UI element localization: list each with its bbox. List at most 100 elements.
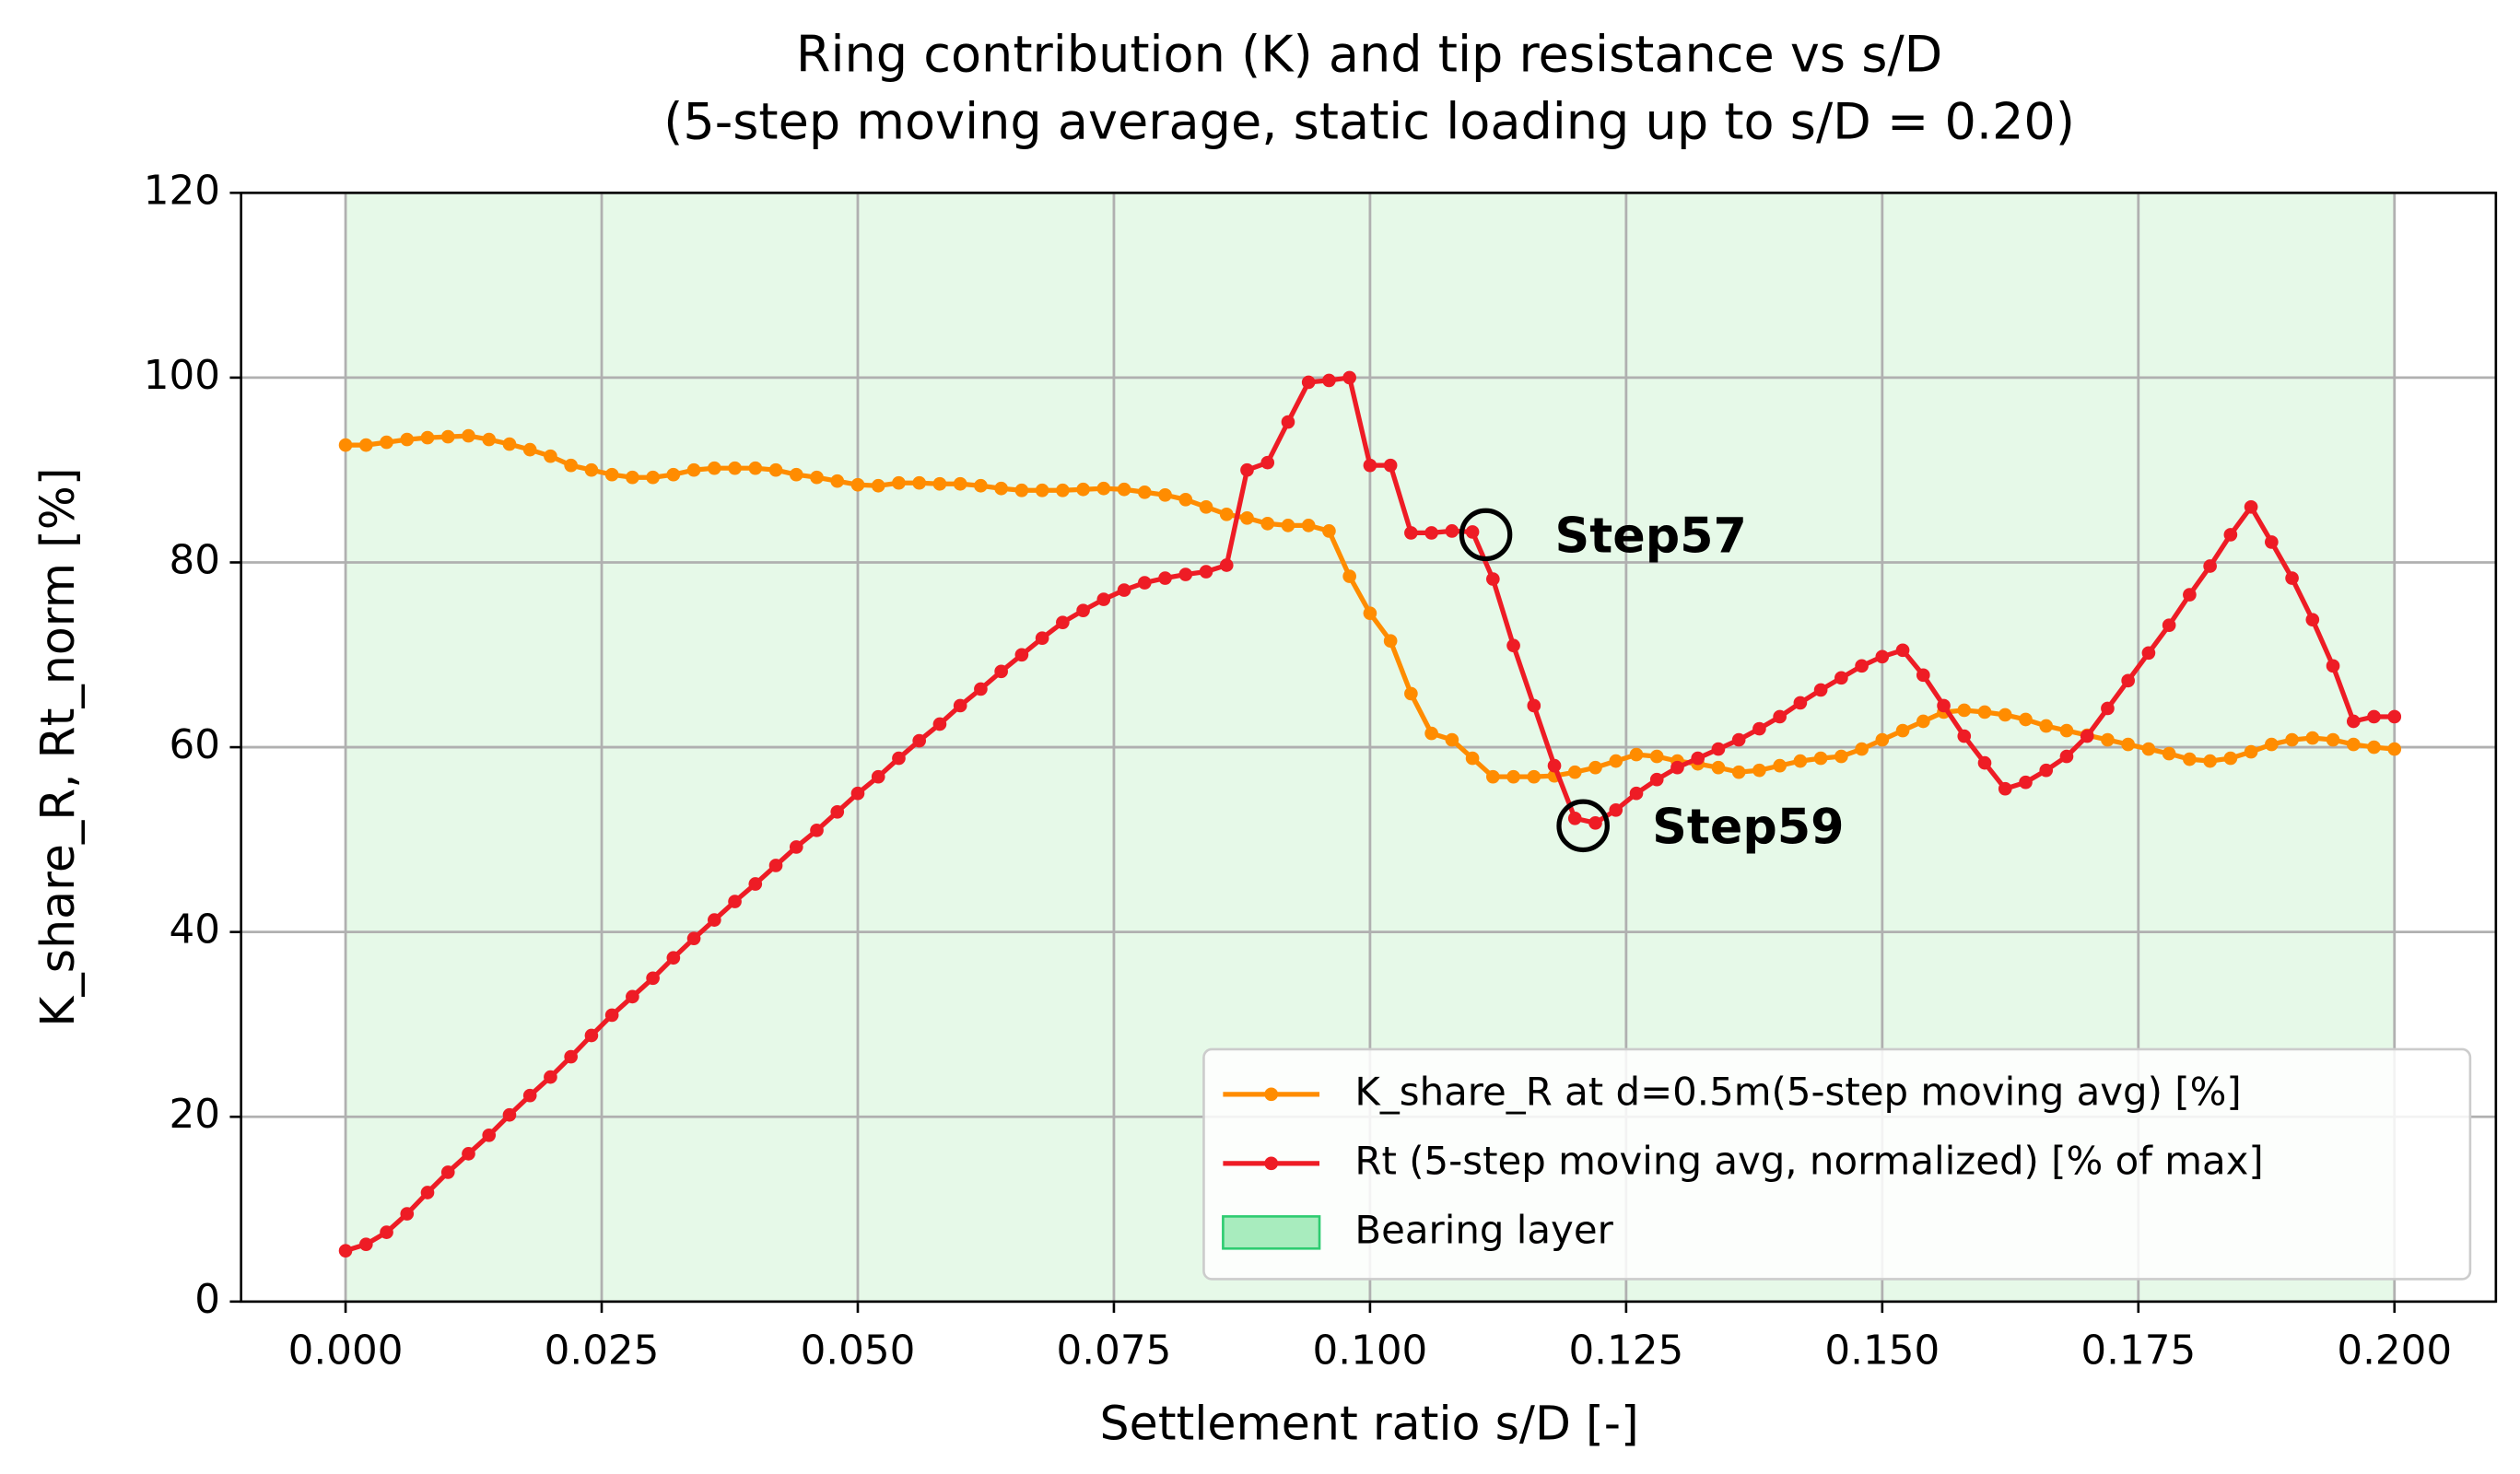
x-tick-label: 0.200: [2337, 1328, 2452, 1375]
data-point: [1957, 729, 1972, 743]
data-point: [544, 449, 557, 463]
data-point: [850, 786, 865, 801]
data-point: [1773, 758, 1787, 773]
data-point: [2183, 752, 2197, 766]
y-tick-label: 40: [169, 907, 219, 953]
data-point: [646, 470, 660, 485]
data-point: [686, 931, 701, 946]
data-point: [420, 1186, 435, 1199]
data-point: [1342, 370, 1356, 385]
data-point: [953, 698, 967, 713]
data-point: [728, 895, 742, 908]
data-point: [1752, 721, 1766, 736]
data-point: [1773, 709, 1787, 724]
data-point: [768, 859, 783, 872]
data-point: [912, 475, 927, 490]
data-point: [2141, 742, 2156, 756]
data-point: [2326, 659, 2340, 673]
data-point: [1260, 455, 1275, 470]
data-point: [2080, 729, 2094, 743]
data-point: [482, 432, 497, 447]
data-point: [1178, 567, 1193, 581]
data-point: [1219, 508, 1234, 521]
data-point: [1957, 703, 1972, 718]
data-point: [789, 467, 803, 482]
data-point: [604, 467, 619, 482]
data-point: [2223, 528, 2238, 542]
data-point: [544, 1070, 557, 1084]
data-point: [1445, 524, 1459, 538]
data-point: [2285, 732, 2299, 747]
data-point: [1731, 765, 1746, 779]
data-point: [1629, 786, 1644, 801]
data-point: [400, 432, 415, 447]
legend-box: [1202, 1047, 2472, 1281]
data-point: [830, 804, 845, 819]
data-point: [1199, 499, 1213, 514]
data-point: [1527, 698, 1541, 713]
data-point: [686, 462, 701, 477]
data-point: [2101, 732, 2115, 747]
data-point: [1567, 765, 1582, 779]
data-point: [2305, 731, 2320, 745]
data-point: [1056, 483, 1070, 497]
data-point: [666, 467, 681, 482]
data-point: [2305, 613, 2320, 626]
data-point: [2387, 742, 2402, 756]
data-point: [2367, 740, 2381, 755]
data-point: [1404, 526, 1418, 540]
data-point: [2162, 746, 2176, 761]
data-point: [2059, 749, 2074, 764]
data-point: [1609, 802, 1623, 817]
data-point: [748, 877, 763, 891]
data-point: [1895, 643, 1910, 658]
data-point: [1937, 698, 1951, 713]
data-point: [626, 989, 639, 1004]
data-point: [2346, 714, 2361, 729]
data-point: [440, 429, 455, 444]
data-point: [1260, 517, 1275, 531]
x-tick-label: 0.000: [288, 1328, 404, 1375]
data-point: [1506, 638, 1520, 653]
data-point: [1240, 462, 1254, 477]
data-point: [2203, 754, 2217, 768]
data-point: [522, 1088, 537, 1103]
data-point: [932, 476, 947, 491]
data-point: [830, 474, 845, 488]
y-tick-label: 0: [194, 1277, 220, 1323]
data-point: [380, 1225, 393, 1239]
data-point: [420, 430, 435, 445]
data-point: [1834, 671, 1848, 685]
data-point: [1547, 758, 1562, 773]
data-point: [1793, 696, 1808, 710]
data-point: [2162, 618, 2176, 633]
data-point: [1486, 572, 1500, 586]
data-point: [338, 1244, 353, 1258]
data-point: [871, 478, 885, 493]
data-point: [892, 475, 906, 490]
x-tick-label: 0.075: [1057, 1328, 1172, 1375]
data-point: [1465, 525, 1480, 539]
data-point: [1977, 755, 1992, 770]
data-point: [871, 769, 885, 784]
legend-marker: [1264, 1087, 1279, 1102]
data-point: [974, 682, 988, 696]
data-point: [1137, 576, 1152, 590]
data-point: [1076, 603, 1090, 617]
data-point: [1793, 754, 1808, 768]
data-point: [1424, 726, 1438, 741]
data-point: [707, 913, 721, 927]
legend-label: Bearing layer: [1354, 1207, 1613, 1252]
plot-frame: [240, 192, 2498, 1304]
annotation-label: Step57: [1555, 509, 1747, 565]
data-point: [1998, 708, 2012, 722]
data-point: [1281, 519, 1295, 532]
data-point: [1649, 749, 1664, 764]
data-point: [1895, 723, 1910, 738]
legend-patch: [1222, 1215, 1321, 1250]
data-point: [1813, 751, 1828, 766]
data-point: [2203, 559, 2217, 573]
data-point: [789, 840, 803, 854]
data-point: [1178, 492, 1193, 507]
data-point: [1158, 571, 1172, 585]
